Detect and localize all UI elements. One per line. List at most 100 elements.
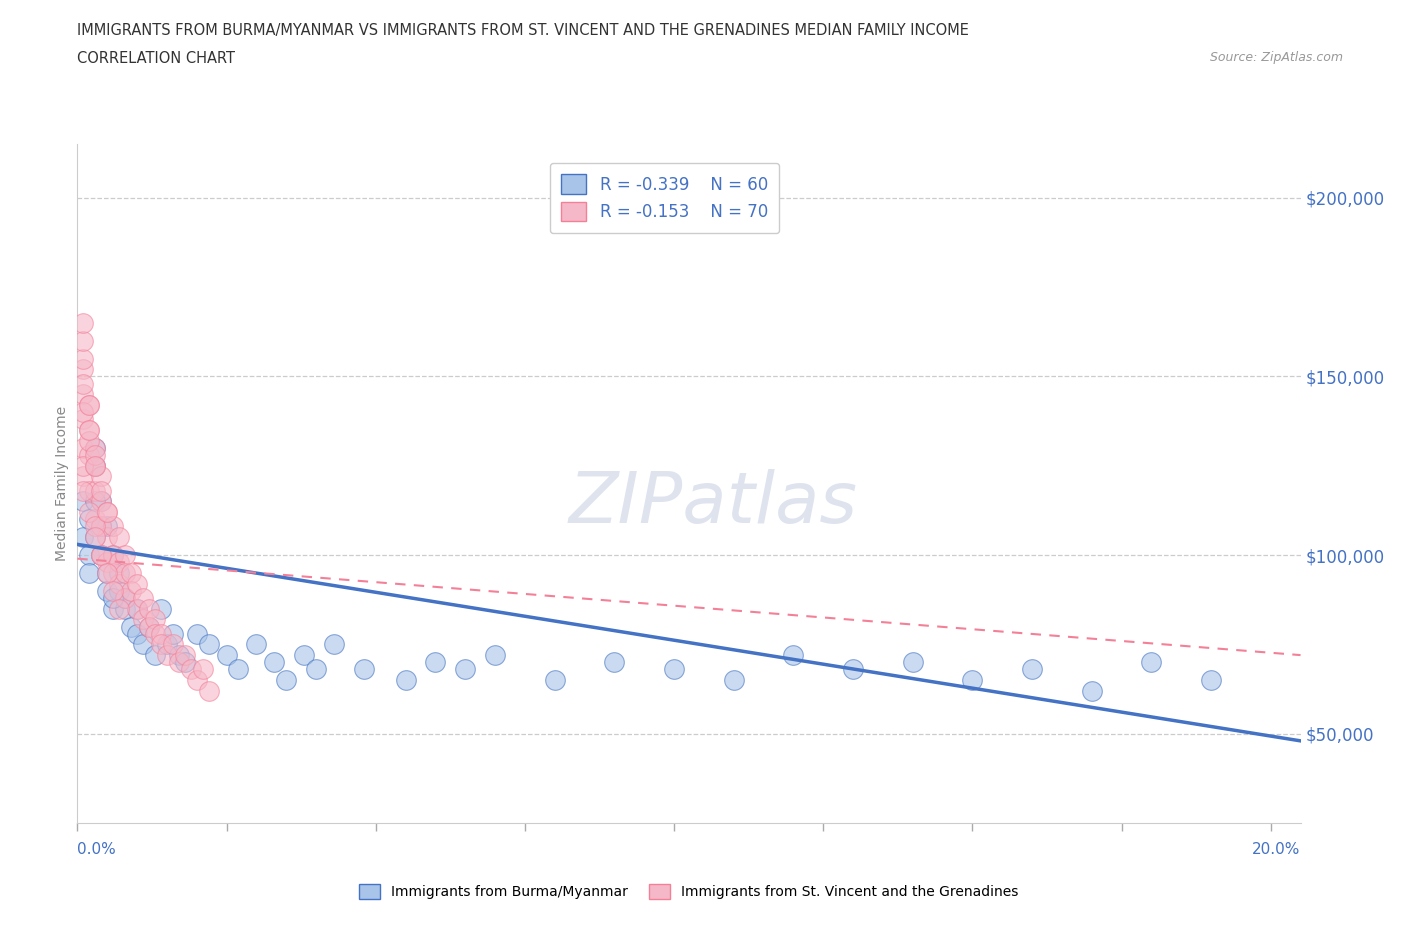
Point [90,484,112,498]
Point [84,530,107,545]
Point [544,672,567,687]
Point [90,519,112,534]
Text: 20.0%: 20.0% [1253,842,1301,857]
Point [167,655,190,670]
Point [603,655,626,670]
Point [353,662,375,677]
Point [101,565,124,580]
Point [1080,684,1102,698]
Point [292,647,315,662]
Point [245,637,267,652]
Point [1140,655,1163,670]
Point [84,447,107,462]
Point [782,647,804,662]
Point [84,458,107,473]
Point [215,647,238,662]
Point [77,484,100,498]
Point [72,412,94,427]
Point [72,494,94,509]
Point [156,647,179,662]
Point [84,484,107,498]
Point [132,637,155,652]
Point [101,601,124,616]
Point [72,405,94,419]
Point [143,612,166,627]
Point [125,601,148,616]
Point [263,655,285,670]
Point [228,662,250,677]
Point [149,601,172,616]
Point [84,441,107,456]
Point [662,662,685,677]
Text: 0.0%: 0.0% [77,842,117,857]
Point [394,672,416,687]
Point [842,662,865,677]
Point [72,441,94,456]
Point [186,672,208,687]
Point [90,519,112,534]
Point [72,315,94,330]
Point [197,637,219,652]
Point [101,548,124,563]
Point [173,655,195,670]
Point [96,505,118,520]
Point [72,484,94,498]
Point [90,548,112,563]
Text: ZIPatlas: ZIPatlas [569,470,858,538]
Point [186,626,208,641]
Point [77,512,100,526]
Point [84,519,107,534]
Point [114,565,136,580]
Point [84,512,107,526]
Point [108,601,131,616]
Point [125,577,148,591]
Point [101,548,124,563]
Point [114,591,136,605]
Point [114,601,136,616]
Point [143,626,166,641]
Point [138,601,160,616]
Point [305,662,328,677]
Point [90,548,112,563]
Point [276,672,298,687]
Point [167,647,190,662]
Point [108,555,131,570]
Point [72,530,94,545]
Point [108,530,131,545]
Point [162,637,184,652]
Point [72,458,94,473]
Legend: R = -0.339    N = 60, R = -0.153    N = 70: R = -0.339 N = 60, R = -0.153 N = 70 [550,163,779,232]
Point [484,647,506,662]
Point [132,612,155,627]
Point [138,619,160,634]
Point [120,583,142,598]
Point [96,583,118,598]
Point [90,494,112,509]
Point [120,619,142,634]
Point [149,626,172,641]
Point [197,684,219,698]
Point [72,469,94,484]
Point [1021,662,1043,677]
Point [162,626,184,641]
Point [90,548,112,563]
Point [84,530,107,545]
Text: IMMIGRANTS FROM BURMA/MYANMAR VS IMMIGRANTS FROM ST. VINCENT AND THE GRENADINES : IMMIGRANTS FROM BURMA/MYANMAR VS IMMIGRA… [77,23,969,38]
Point [77,447,100,462]
Point [454,662,477,677]
Point [77,422,100,437]
Point [96,530,118,545]
Point [96,505,118,520]
Point [101,583,124,598]
Point [72,333,94,348]
Point [1199,672,1222,687]
Point [156,637,179,652]
Point [96,565,118,580]
Point [84,458,107,473]
Point [101,519,124,534]
Point [191,662,214,677]
Y-axis label: Median Family Income: Median Family Income [55,406,69,561]
Point [101,591,124,605]
Point [77,422,100,437]
Point [77,505,100,520]
